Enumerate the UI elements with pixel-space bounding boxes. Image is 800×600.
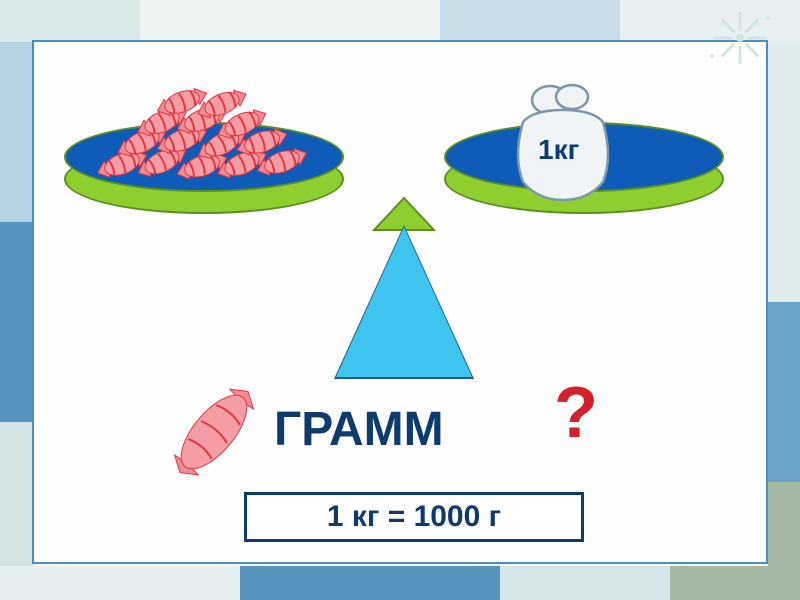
scale-pan-left [64,122,344,212]
sparkle-decoration [700,8,780,68]
question-mark: ? [554,372,598,454]
title-gram: ГРАММ [274,402,444,457]
content-frame: 1кг ГРАММ ? 1 кг = 1000 г [32,40,768,564]
balance-scale: 1кг [64,62,744,362]
single-candy [154,372,274,492]
scale-stand [336,227,472,377]
candies-pile [84,102,324,192]
formula-text: 1 кг = 1000 г [327,500,501,534]
formula-box: 1 кг = 1000 г [244,492,584,542]
weight-label: 1кг [538,134,579,166]
scale-pan-right: 1кг [444,122,724,212]
weight-bag: 1кг [498,82,628,202]
